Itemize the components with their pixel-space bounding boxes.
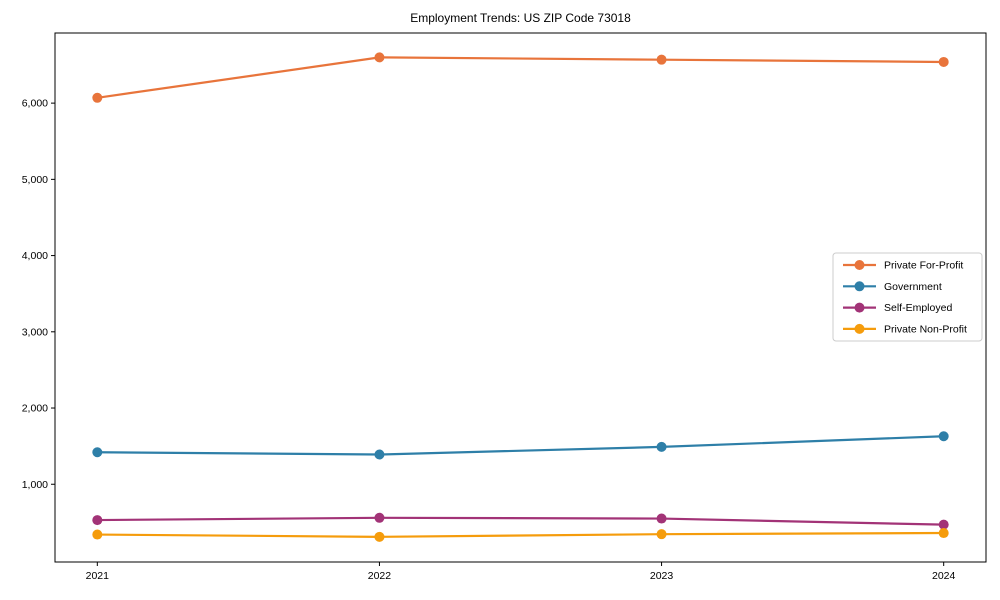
x-tick-label: 2024 [932,570,956,582]
data-point-self-employed [938,519,949,530]
data-point-private-for-profit [656,54,667,65]
series-line-self-employed [96,516,945,526]
y-tick-label: 1,000 [22,479,48,491]
legend-sample-marker [854,281,865,292]
data-point-private-non-profit [938,528,949,539]
series-line-private-non-profit [96,531,945,538]
x-tick-label: 2023 [650,570,674,582]
legend-label-self-employed: Self-Employed [884,302,952,314]
y-tick-label: 6,000 [22,98,48,110]
legend-label-private-non-profit: Private Non-Profit [884,323,967,335]
y-tick-label: 2,000 [22,403,48,415]
series-line-private-for-profit [96,56,945,99]
x-tick-label: 2021 [86,570,110,582]
legend-sample-marker [854,323,865,334]
data-point-private-non-profit [374,531,385,542]
y-tick-label: 4,000 [22,250,48,262]
legend-box [832,252,983,342]
data-point-private-non-profit [656,529,667,540]
data-point-government [374,449,385,460]
y-tick-label: 3,000 [22,326,48,338]
data-point-government [938,431,949,442]
data-point-self-employed [656,513,667,524]
data-point-government [656,441,667,452]
legend-sample-marker [854,302,865,313]
data-point-self-employed [374,512,385,523]
data-point-private-for-profit [92,92,103,103]
data-point-private-for-profit [374,52,385,63]
legend-label-private-for-profit: Private For-Profit [884,260,963,272]
legend-sample-marker [854,260,865,270]
x-tick-label: 2022 [368,570,392,582]
data-point-private-for-profit [938,56,949,67]
data-point-self-employed [92,515,103,526]
data-point-government [92,447,103,458]
y-tick-label: 5,000 [22,174,48,186]
chart-title: Employment Trends: US ZIP Code 73018 [410,11,631,25]
plot-border [54,32,987,563]
legend-label-government: Government [884,281,942,293]
series-line-government [96,435,945,456]
data-point-private-non-profit [92,529,103,540]
